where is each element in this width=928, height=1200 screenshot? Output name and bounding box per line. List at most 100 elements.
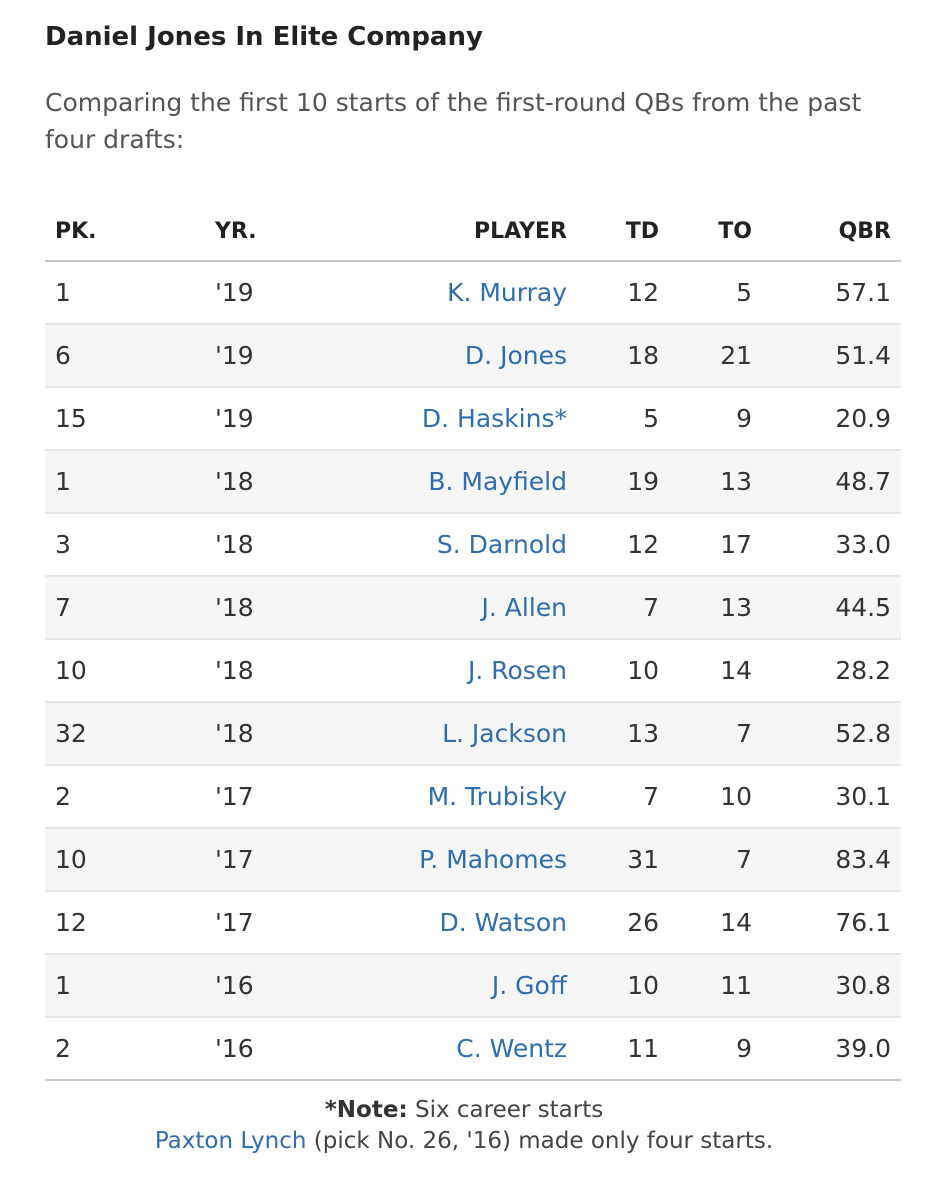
table-row: 6'19 D. Jones 18 21 51.4 [45, 324, 901, 388]
table-row: 2'17 M. Trubisky 7 10 30.1 [45, 765, 901, 829]
cell-pick: 6 [45, 324, 207, 388]
cell-to: 5 [659, 261, 752, 325]
cell-to: 14 [659, 891, 752, 955]
cell-qbr: 30.1 [752, 765, 901, 829]
cell-to: 17 [659, 513, 752, 577]
footnote: *Note: Six career starts Paxton Lynch (p… [45, 1095, 883, 1157]
cell-year: '19 [207, 387, 335, 451]
cell-qbr: 28.2 [752, 639, 901, 703]
table-row: 1'18 B. Mayfield 19 13 48.7 [45, 450, 901, 514]
cell-qbr: 52.8 [752, 702, 901, 766]
cell-player-link[interactable]: J. Goff [335, 954, 567, 1018]
cell-to: 9 [659, 1017, 752, 1081]
cell-year: '19 [207, 261, 335, 325]
footnote-line-1: *Note: Six career starts [45, 1095, 883, 1126]
cell-to: 10 [659, 765, 752, 829]
table-row: 10'17 P. Mahomes 31 7 83.4 [45, 828, 901, 892]
paxton-lynch-link[interactable]: Paxton Lynch [154, 1128, 307, 1154]
cell-player-link[interactable]: J. Rosen [335, 639, 567, 703]
cell-year: '16 [207, 954, 335, 1018]
table-row: 3'18 S. Darnold 12 17 33.0 [45, 513, 901, 577]
table-row: 15'19 D. Haskins* 5 9 20.9 [45, 387, 901, 451]
table-header-row: PK. YR. PLAYER TD TO QBR [45, 202, 901, 262]
cell-qbr: 76.1 [752, 891, 901, 955]
cell-pick: 3 [45, 513, 207, 577]
cell-year: '19 [207, 324, 335, 388]
cell-pick: 15 [45, 387, 207, 451]
column-header-qbr: QBR [752, 202, 901, 262]
cell-td: 10 [567, 954, 659, 1018]
table-row: 7'18 J. Allen 7 13 44.5 [45, 576, 901, 640]
footnote-suffix: (pick No. 26, '16) made only four starts… [306, 1128, 774, 1154]
cell-player-link[interactable]: K. Murray [335, 261, 567, 325]
column-header-player: PLAYER [335, 202, 567, 262]
cell-pick: 1 [45, 261, 207, 325]
cell-player-link[interactable]: M. Trubisky [335, 765, 567, 829]
cell-to: 13 [659, 450, 752, 514]
cell-td: 12 [567, 261, 659, 325]
cell-td: 13 [567, 702, 659, 766]
table-row: 32'18 L. Jackson 13 7 52.8 [45, 702, 901, 766]
cell-to: 21 [659, 324, 752, 388]
cell-year: '17 [207, 765, 335, 829]
cell-qbr: 51.4 [752, 324, 901, 388]
cell-pick: 2 [45, 1017, 207, 1081]
cell-player-link[interactable]: P. Mahomes [335, 828, 567, 892]
chart-subtitle: Comparing the first 10 starts of the fir… [45, 88, 862, 154]
cell-pick: 12 [45, 891, 207, 955]
qb-stats-table: PK. YR. PLAYER TD TO QBR 1'19 K. Murray 12… [45, 202, 901, 1081]
cell-player-link[interactable]: B. Mayfield [335, 450, 567, 514]
cell-qbr: 48.7 [752, 450, 901, 514]
cell-year: '18 [207, 702, 335, 766]
cell-pick: 32 [45, 702, 207, 766]
cell-player-link[interactable]: S. Darnold [335, 513, 567, 577]
cell-to: 7 [659, 828, 752, 892]
cell-td: 26 [567, 891, 659, 955]
table-row: 12'17 D. Watson 26 14 76.1 [45, 891, 901, 955]
column-header-year: YR. [207, 202, 335, 262]
cell-qbr: 83.4 [752, 828, 901, 892]
cell-td: 7 [567, 576, 659, 640]
cell-year: '18 [207, 450, 335, 514]
footnote-line-2: Paxton Lynch (pick No. 26, '16) made onl… [45, 1126, 883, 1157]
table-row: 2'16 C. Wentz 11 9 39.0 [45, 1017, 901, 1081]
cell-qbr: 39.0 [752, 1017, 901, 1081]
cell-to: 11 [659, 954, 752, 1018]
cell-pick: 1 [45, 450, 207, 514]
cell-to: 13 [659, 576, 752, 640]
cell-year: '17 [207, 828, 335, 892]
cell-td: 12 [567, 513, 659, 577]
column-header-to: TO [659, 202, 752, 262]
table-row: 1'16 J. Goff 10 11 30.8 [45, 954, 901, 1018]
cell-qbr: 30.8 [752, 954, 901, 1018]
cell-year: '18 [207, 639, 335, 703]
cell-player-link[interactable]: L. Jackson [335, 702, 567, 766]
cell-td: 7 [567, 765, 659, 829]
cell-qbr: 57.1 [752, 261, 901, 325]
cell-to: 7 [659, 702, 752, 766]
column-header-td: TD [567, 202, 659, 262]
cell-qbr: 44.5 [752, 576, 901, 640]
cell-td: 19 [567, 450, 659, 514]
cell-year: '16 [207, 1017, 335, 1081]
cell-player-link[interactable]: D. Jones [335, 324, 567, 388]
footnote-text: Six career starts [407, 1097, 604, 1123]
cell-pick: 10 [45, 828, 207, 892]
cell-player-link[interactable]: J. Allen [335, 576, 567, 640]
cell-pick: 2 [45, 765, 207, 829]
cell-year: '18 [207, 513, 335, 577]
cell-player-link[interactable]: C. Wentz [335, 1017, 567, 1081]
cell-td: 11 [567, 1017, 659, 1081]
cell-td: 31 [567, 828, 659, 892]
cell-to: 14 [659, 639, 752, 703]
cell-player-link[interactable]: D. Haskins* [335, 387, 567, 451]
cell-td: 10 [567, 639, 659, 703]
chart-title: Daniel Jones In Elite Company [45, 22, 483, 52]
table-body: 1'19 K. Murray 12 5 57.1 6'19 D. Jones 18 21 51.4… [45, 261, 901, 1081]
footnote-label: *Note: [324, 1097, 408, 1123]
cell-pick: 7 [45, 576, 207, 640]
cell-td: 18 [567, 324, 659, 388]
cell-player-link[interactable]: D. Watson [335, 891, 567, 955]
cell-qbr: 33.0 [752, 513, 901, 577]
table-row: 1'19 K. Murray 12 5 57.1 [45, 261, 901, 325]
